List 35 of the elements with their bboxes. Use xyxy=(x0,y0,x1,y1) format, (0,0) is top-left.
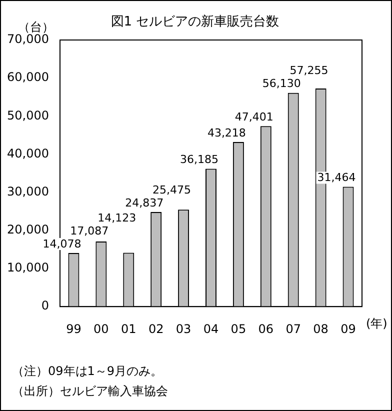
x-tick-label: 04 xyxy=(203,322,219,336)
x-tick-label: 07 xyxy=(286,322,301,336)
x-tick-label: 09 xyxy=(340,322,356,336)
y-axis-title: （台） xyxy=(18,20,54,34)
x-axis-title: (年) xyxy=(366,316,388,331)
x-tick-label: 01 xyxy=(120,322,136,336)
x-tick-label: 99 xyxy=(66,322,82,336)
x-tick-label: 06 xyxy=(258,322,274,336)
y-tick-label: 40,000 xyxy=(6,146,49,160)
text: （注）09年は1～9月のみ。 xyxy=(12,364,163,378)
data-label: 47,401 xyxy=(234,110,274,124)
y-tick-label: 60,000 xyxy=(6,70,49,84)
x-tick-label: 08 xyxy=(313,322,328,336)
x-tick-label: 05 xyxy=(230,322,246,336)
data-label: 57,255 xyxy=(290,64,328,78)
data-label: 24,837 xyxy=(125,196,164,210)
y-tick-label: 10,000 xyxy=(6,260,49,275)
y-tick-label: 0 xyxy=(41,298,49,313)
y-tick-label: 30,000 xyxy=(6,184,49,198)
data-label: 17,087 xyxy=(70,224,109,238)
y-tick-label: 70,000 xyxy=(6,32,49,46)
data-label: 14,123 xyxy=(98,211,136,224)
chart-title: 図1 セルビアの新車販売台数 xyxy=(110,14,280,30)
data-label: 25,475 xyxy=(152,183,192,196)
y-tick-label: 20,000 xyxy=(6,222,49,237)
data-label: 14,078 xyxy=(42,237,82,250)
x-tick-label: 02 xyxy=(148,322,164,336)
y-tick-label: 50,000 xyxy=(6,108,49,122)
data-label: 56,130 xyxy=(262,77,301,90)
data-label: 31,464 xyxy=(317,171,356,184)
x-tick-label: 00 xyxy=(94,322,109,336)
x-tick-label: 03 xyxy=(176,322,192,336)
data-label: 43,218 xyxy=(207,126,246,140)
data-label: 36,185 xyxy=(180,153,218,166)
text: （出所）セルビア輸入車協会 xyxy=(12,384,168,398)
